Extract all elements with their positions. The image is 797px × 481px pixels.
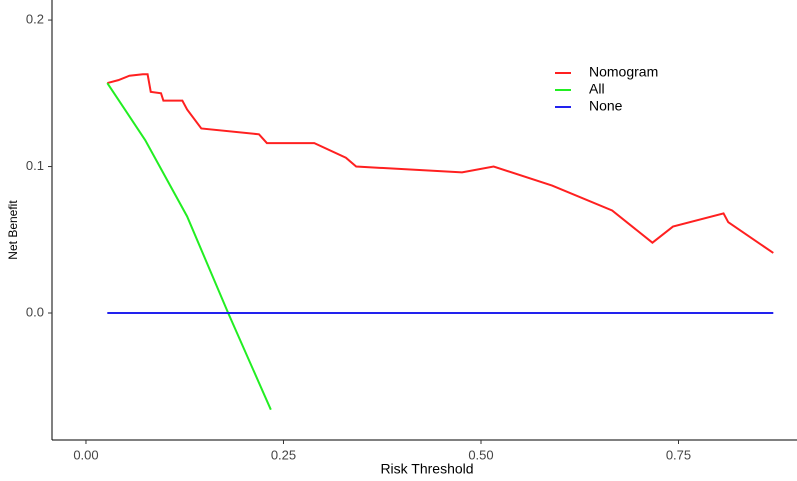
y-tick-label: 0.0 xyxy=(26,304,44,319)
y-tick-label: 0.2 xyxy=(26,12,44,27)
x-tick-label: 0.50 xyxy=(468,447,493,462)
line-series xyxy=(107,73,774,254)
legend-label: None xyxy=(589,98,623,114)
x-axis-label: Risk Threshold xyxy=(380,461,473,476)
y-axis-label: Net Benefit xyxy=(6,200,20,260)
x-tick-label: 0.75 xyxy=(666,447,691,462)
y-tick-label: 0.1 xyxy=(26,158,44,173)
x-tick-label: 0.25 xyxy=(271,447,296,462)
x-tick-label: 0.00 xyxy=(73,447,98,462)
legend-label: All xyxy=(589,81,605,97)
line-series xyxy=(106,82,272,411)
legend-label: Nomogram xyxy=(589,64,658,80)
